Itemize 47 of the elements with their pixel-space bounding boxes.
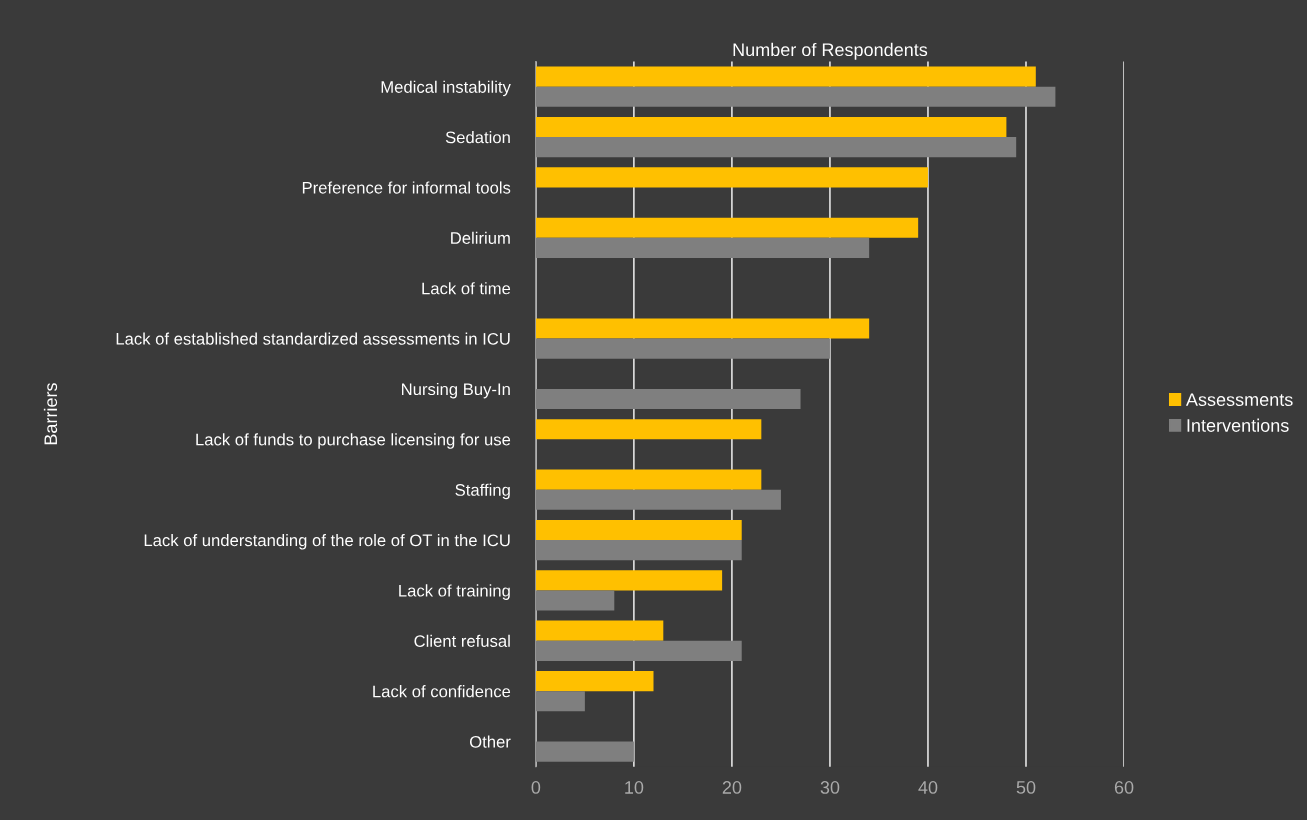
y-tick-label: Delirium	[451, 231, 510, 244]
x-tick-label: 10	[625, 781, 644, 794]
bar	[535, 620, 664, 641]
y-tick-label: Lack of training	[399, 584, 510, 600]
bar	[535, 640, 742, 661]
y-tick-label: Staffing	[455, 483, 510, 500]
bar	[535, 489, 781, 510]
bar	[535, 116, 1007, 138]
x-tick-label: 20	[722, 781, 742, 794]
bar	[535, 741, 634, 762]
y-tick-label: Client refusal	[414, 634, 510, 647]
y-tick-label: Lack of understanding of the role of OT in the ICU	[144, 533, 510, 550]
bar	[535, 338, 830, 359]
bar	[535, 670, 654, 692]
bar	[535, 519, 742, 541]
bar	[535, 137, 1017, 158]
bar	[535, 570, 723, 591]
bar	[535, 237, 870, 258]
y-tick-label: Sedation	[445, 131, 510, 144]
legend-label: Interventions	[1187, 418, 1289, 432]
bar	[535, 469, 762, 490]
y-axis-title: Barriers	[43, 383, 58, 445]
y-tick-label: Lack of funds to purchase licensing for use	[196, 433, 511, 449]
bar	[535, 419, 762, 440]
bar	[535, 318, 870, 339]
chart-title: Number of Respondents	[733, 42, 928, 60]
x-tick-label: 60	[1114, 781, 1134, 794]
bar	[535, 217, 919, 238]
bar	[535, 540, 742, 561]
y-tick-label: Lack of time	[422, 282, 511, 295]
bar	[535, 167, 928, 188]
bar	[535, 388, 801, 410]
y-tick-label: Other	[469, 735, 511, 748]
x-tick-label: 50	[1016, 781, 1036, 794]
y-tick-label: Nursing Buy-In	[402, 382, 510, 399]
bar	[535, 590, 615, 611]
bar	[535, 86, 1056, 107]
bar	[535, 691, 585, 712]
bar	[535, 66, 1036, 87]
y-tick-label: Lack of confidence	[373, 685, 511, 698]
x-tick-label: 30	[820, 781, 840, 794]
y-tick-label: Lack of established standardized assessments in ICU	[116, 332, 510, 345]
x-tick-label: 40	[918, 781, 938, 794]
y-tick-label: Preference for informal tools	[302, 181, 511, 194]
y-tick-label: Medical instability	[381, 80, 511, 97]
legend-label: Assessments	[1185, 393, 1293, 407]
x-tick-label: 0	[531, 781, 541, 794]
